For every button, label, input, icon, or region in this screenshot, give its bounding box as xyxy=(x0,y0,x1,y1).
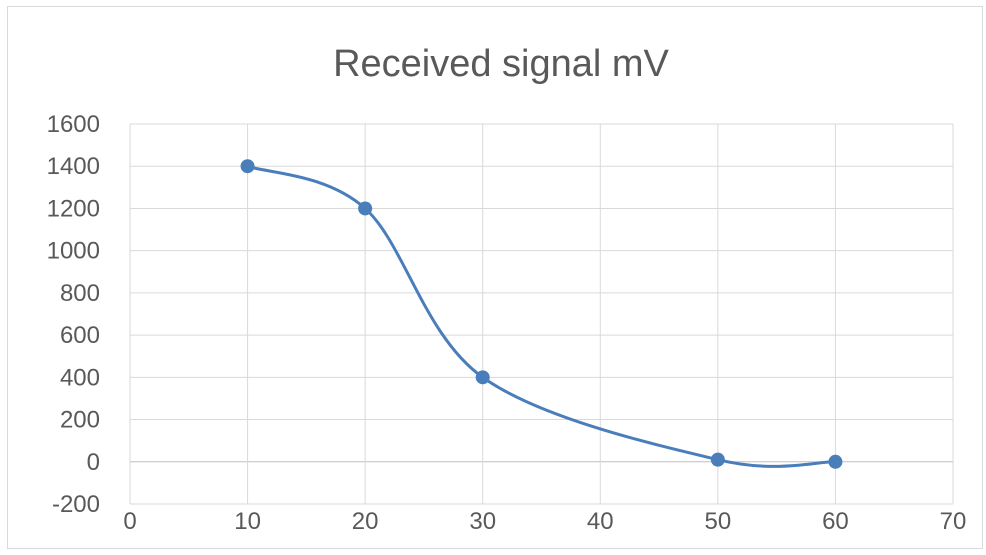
data-point-0 xyxy=(240,159,255,174)
y-tick-label-8: 1400 xyxy=(47,153,100,180)
y-tick-label-0: -200 xyxy=(52,491,100,518)
x-tick-label-3: 30 xyxy=(469,508,496,535)
x-tick-label-1: 10 xyxy=(234,508,261,535)
chart-title: Received signal mV xyxy=(333,43,669,85)
series xyxy=(240,159,843,469)
y-tick-label-9: 1600 xyxy=(47,111,100,138)
grid xyxy=(129,123,954,505)
series-line-0 xyxy=(246,164,837,468)
x-tick-label-6: 60 xyxy=(822,508,849,535)
x-tick-label-7: 70 xyxy=(940,508,967,535)
y-tick-label-7: 1200 xyxy=(47,195,100,222)
tick-labels: -200 0 200 400 600 800 1000 1200 1400 1600 0 10 20 30… xyxy=(47,111,967,535)
x-tick-label-2: 20 xyxy=(352,508,379,535)
y-tick-label-2: 200 xyxy=(60,407,100,434)
y-tick-label-4: 600 xyxy=(60,322,100,349)
data-point-3 xyxy=(710,452,725,467)
data-point-4 xyxy=(828,454,843,469)
y-tick-label-6: 1000 xyxy=(47,238,100,265)
y-tick-label-5: 800 xyxy=(60,280,100,307)
chart-frame xyxy=(7,6,983,549)
data-point-2 xyxy=(475,370,490,385)
y-tick-label-3: 400 xyxy=(60,364,100,391)
x-tick-label-0: 0 xyxy=(123,508,136,535)
x-tick-label-4: 40 xyxy=(587,508,614,535)
x-tick-label-5: 50 xyxy=(705,508,732,535)
data-point-1 xyxy=(358,201,373,216)
y-tick-label-1: 0 xyxy=(87,449,100,476)
